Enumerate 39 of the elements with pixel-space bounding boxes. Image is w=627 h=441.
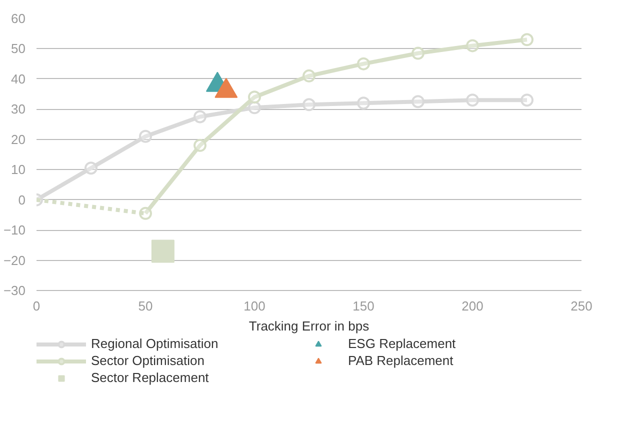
point	[139, 130, 152, 143]
y-tick-label: 30	[11, 102, 26, 117]
y-tick-label: −20	[3, 252, 26, 268]
point	[194, 110, 206, 124]
point	[302, 69, 316, 82]
y-tick-label: 10	[11, 162, 26, 178]
point	[357, 57, 370, 70]
legend-label: ESG Replacement	[348, 336, 457, 351]
y-tick-label: 40	[11, 71, 26, 86]
point	[151, 240, 174, 263]
legend-label: Sector Replacement	[91, 370, 210, 385]
y-tick-label: 20	[11, 132, 26, 147]
point	[248, 90, 261, 104]
point	[412, 95, 424, 108]
y-tick-label: −10	[3, 222, 26, 238]
x-tick-label: 0	[32, 298, 40, 314]
point	[466, 94, 479, 107]
point	[520, 33, 534, 46]
x-tick-label: 150	[352, 298, 374, 314]
y-tick-label: 50	[11, 41, 26, 56]
point	[84, 162, 98, 175]
x-axis-title: Tracking Error in bps	[248, 318, 370, 334]
x-tick-label: 100	[244, 298, 266, 314]
y-tick-label: 60	[11, 11, 26, 26]
point	[412, 46, 424, 60]
x-tick-label: 200	[462, 298, 484, 314]
point	[248, 101, 261, 114]
x-tick-label: 250	[570, 298, 592, 314]
legend-label: Regional Optimisation	[91, 336, 220, 351]
y-tick-label: 0	[18, 192, 26, 208]
legend-label: Sector Optimisation	[91, 353, 206, 368]
point	[302, 98, 316, 112]
point	[194, 138, 206, 152]
y-tick-label: −30	[3, 283, 26, 298]
legend-label: PAB Replacement	[348, 353, 454, 368]
x-tick-label: 50	[138, 298, 153, 314]
point	[520, 94, 534, 107]
point	[466, 39, 479, 52]
point	[357, 96, 370, 110]
